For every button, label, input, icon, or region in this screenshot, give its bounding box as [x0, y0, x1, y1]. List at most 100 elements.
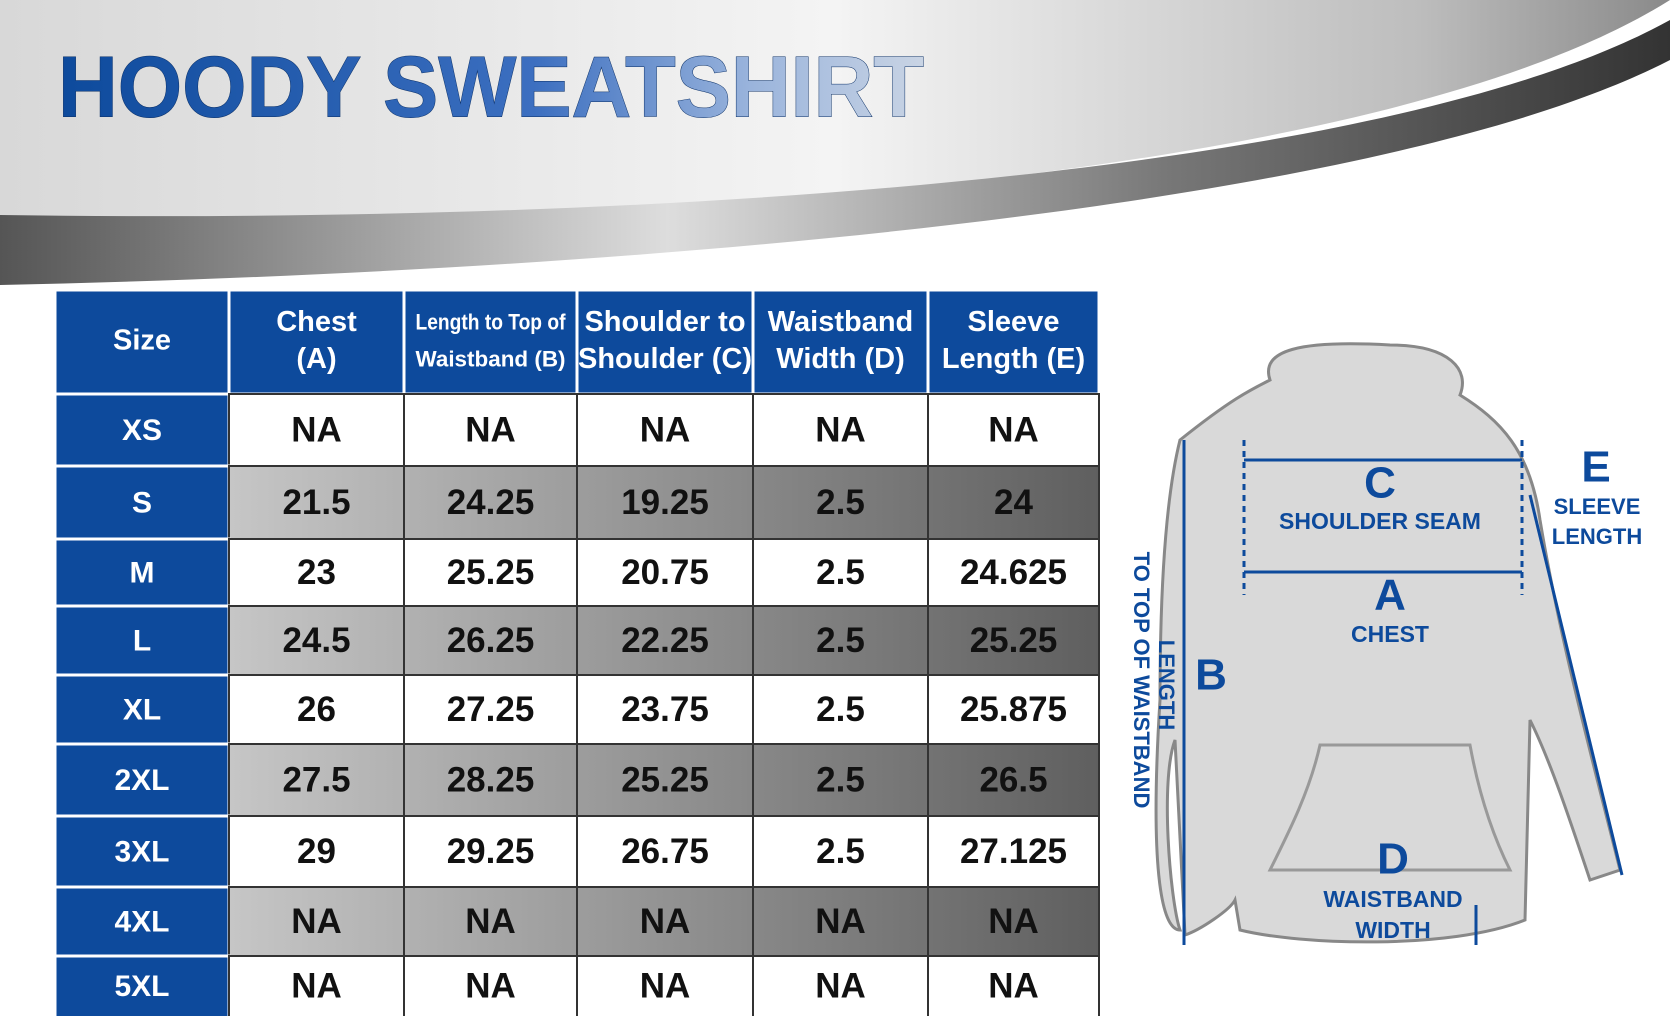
- measurement: NA: [465, 410, 516, 449]
- header-cell: [926, 288, 1101, 396]
- value-cell: [576, 605, 754, 676]
- value-cell: [228, 465, 405, 540]
- measurement: 26.75: [621, 832, 709, 871]
- column-header: (A): [296, 343, 336, 375]
- label-a: A: [1374, 571, 1406, 620]
- size-label: 3XL: [114, 835, 169, 868]
- size-label: 5XL: [114, 970, 169, 1003]
- size-label: XS: [122, 414, 162, 447]
- label-c-text: SHOULDER SEAM: [1279, 508, 1481, 534]
- size-label: 2XL: [114, 764, 169, 797]
- size-cell: [53, 885, 231, 958]
- measurement: 19.25: [621, 483, 709, 522]
- measurement: 25.25: [447, 553, 535, 592]
- banner: HOODY SWEATSHIRT: [0, 0, 1670, 285]
- measurement: NA: [465, 966, 516, 1005]
- column-header: Shoulder to: [584, 306, 745, 338]
- measurement: 2.5: [816, 553, 865, 592]
- banner-swoosh: [0, 20, 1670, 285]
- measurement: 22.25: [621, 621, 709, 660]
- measurement: 26.5: [979, 760, 1047, 799]
- value-cell: [228, 393, 405, 467]
- value-cell: [927, 955, 1100, 1016]
- measurement: 25.25: [970, 621, 1058, 660]
- measurement: 24.5: [282, 621, 350, 660]
- label-c: C: [1364, 459, 1396, 508]
- size-cell: [53, 537, 231, 608]
- label-b-text: TO TOP OF WAISTBAND: [1129, 552, 1154, 809]
- column-header: Shoulder (C): [578, 343, 752, 375]
- value-cell: [752, 886, 929, 957]
- measurement: 21.5: [282, 483, 350, 522]
- column-header: Waistband: [768, 306, 914, 338]
- value-cell: [927, 465, 1100, 540]
- value-cell: [927, 605, 1100, 676]
- measurement: 2.5: [816, 483, 865, 522]
- measurement: 2.5: [816, 832, 865, 871]
- label-b: B: [1195, 651, 1227, 700]
- value-cell: [927, 538, 1100, 607]
- value-cell: [752, 815, 929, 888]
- measurement: 28.25: [447, 760, 535, 799]
- column-header: Length to Top of: [416, 309, 567, 334]
- label-d-text: WIDTH: [1355, 917, 1430, 943]
- measurement: 27.25: [447, 690, 535, 729]
- measurement: NA: [988, 966, 1039, 1005]
- value-cell: [752, 538, 929, 607]
- value-cell: [403, 393, 578, 467]
- measurement: 26: [297, 690, 336, 729]
- value-cell: [403, 674, 578, 745]
- value-cell: [228, 815, 405, 888]
- label-e-text: SLEEVE: [1554, 494, 1641, 519]
- column-header: Chest: [276, 306, 357, 338]
- measurement: 29.25: [447, 832, 535, 871]
- value-cell: [403, 886, 578, 957]
- measurement: 27.5: [282, 760, 350, 799]
- measurement: 23.75: [621, 690, 709, 729]
- measurement: 24.25: [447, 483, 535, 522]
- column-header: Length (E): [942, 343, 1085, 375]
- value-cell: [403, 465, 578, 540]
- pocket: [1267, 743, 1513, 872]
- measurement: 2.5: [816, 760, 865, 799]
- title: HOODY SWEATSHIRT: [58, 40, 924, 136]
- hoodie: [1154, 342, 1622, 944]
- column-header: Width (D): [776, 343, 905, 375]
- label-e: E: [1581, 443, 1610, 492]
- value-cell: [228, 538, 405, 607]
- measurement: NA: [815, 966, 866, 1005]
- measurement: NA: [815, 410, 866, 449]
- size-cell: [53, 392, 231, 468]
- measurement: NA: [640, 966, 691, 1005]
- measurement: 20.75: [621, 553, 709, 592]
- value-cell: [752, 605, 929, 676]
- measurement: 24.625: [960, 553, 1067, 592]
- measurement: NA: [988, 410, 1039, 449]
- size-label: XL: [123, 693, 161, 726]
- measurement: NA: [291, 410, 342, 449]
- size-cell: [53, 814, 231, 889]
- column-header: Sleeve: [968, 306, 1060, 338]
- measurement: NA: [291, 902, 342, 941]
- value-cell: [228, 955, 405, 1016]
- measurement: NA: [815, 902, 866, 941]
- measurement: 25.875: [960, 690, 1067, 729]
- measurement: 26.25: [447, 621, 535, 660]
- measurement: NA: [988, 902, 1039, 941]
- arrow-e: [1528, 494, 1624, 876]
- measurement: 2.5: [816, 690, 865, 729]
- measurement: NA: [640, 902, 691, 941]
- banner-bg: [0, 0, 1670, 226]
- label-a-text: CHEST: [1351, 621, 1429, 647]
- size-cell: [53, 954, 231, 1016]
- value-cell: [228, 743, 405, 817]
- value-cell: [403, 955, 578, 1016]
- value-cell: [576, 886, 754, 957]
- value-cell: [752, 674, 929, 745]
- size-label: L: [133, 624, 151, 657]
- size-cell: [53, 604, 231, 677]
- measurement: NA: [465, 902, 516, 941]
- size-label: M: [130, 556, 155, 589]
- measurement: 27.125: [960, 832, 1067, 871]
